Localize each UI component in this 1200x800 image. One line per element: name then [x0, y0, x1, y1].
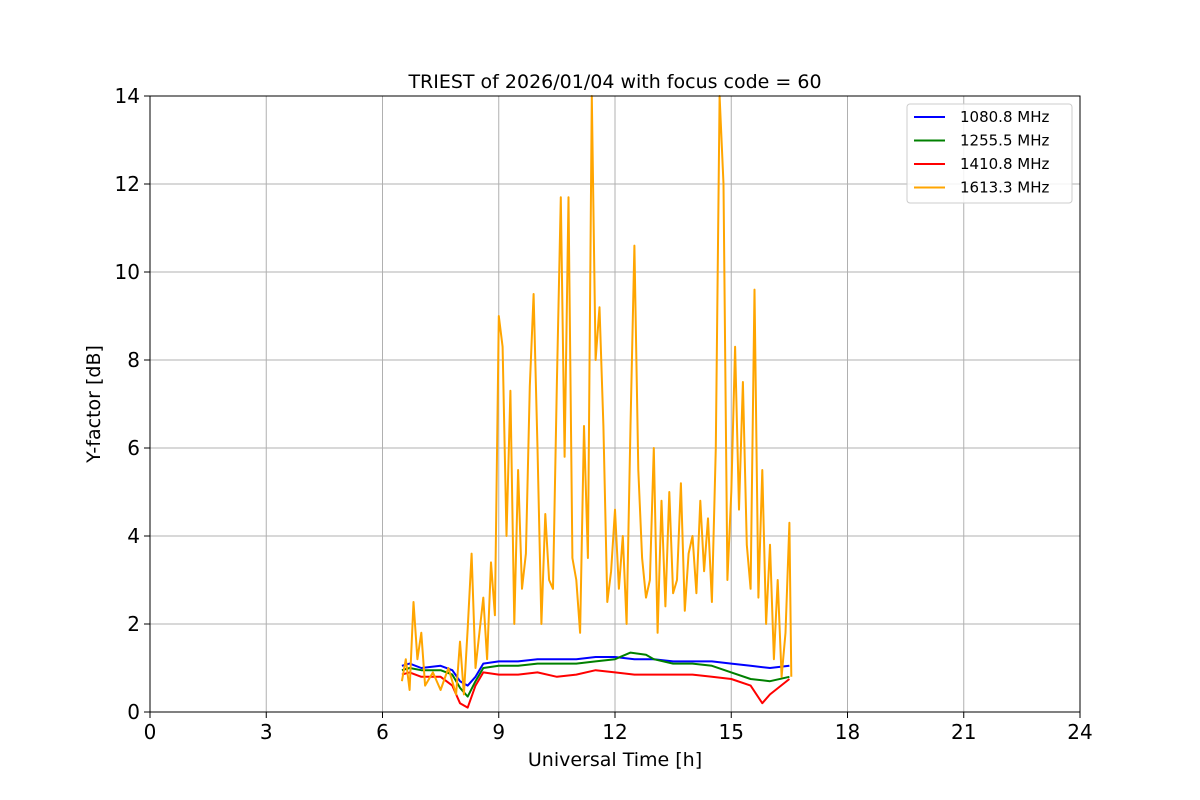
chart-title: TRIEST of 2026/01/04 with focus code = 6…	[407, 71, 821, 93]
y-tick-label: 2	[127, 612, 140, 636]
y-tick-label: 10	[115, 260, 140, 284]
x-tick-label: 18	[835, 720, 860, 744]
series-line-1	[401, 651, 790, 698]
x-tick-label: 3	[260, 720, 273, 744]
legend-label: 1255.5 MHz	[960, 132, 1049, 150]
x-axis-label: Universal Time [h]	[528, 749, 702, 771]
y-tick-label: 4	[127, 524, 140, 548]
series-line-0	[401, 656, 790, 687]
legend-label: 1080.8 MHz	[960, 108, 1049, 126]
legend-label: 1613.3 MHz	[960, 179, 1049, 197]
x-tick-label: 0	[144, 720, 157, 744]
legend-label: 1410.8 MHz	[960, 155, 1049, 173]
y-tick-label: 6	[127, 436, 140, 460]
x-tick-label: 6	[376, 720, 389, 744]
series-line-3	[400, 95, 793, 696]
legend-box	[906, 103, 1073, 204]
y-tick-label: 14	[115, 84, 140, 108]
x-tick-label: 24	[1067, 720, 1092, 744]
y-tick-label: 8	[127, 348, 140, 372]
x-tick-label: 15	[719, 720, 744, 744]
x-tick-label: 21	[951, 720, 976, 744]
y-axis-label: Y-factor [dB]	[83, 345, 105, 464]
x-tick-label: 12	[602, 720, 627, 744]
y-tick-label: 12	[115, 172, 140, 196]
x-tick-label: 9	[492, 720, 505, 744]
series-layer	[400, 95, 793, 709]
legend: 1080.8 MHz 1255.5 MHz 1410.8 MHz 1613.3 MHz	[906, 103, 1073, 204]
y-tick-label: 0	[127, 700, 140, 724]
